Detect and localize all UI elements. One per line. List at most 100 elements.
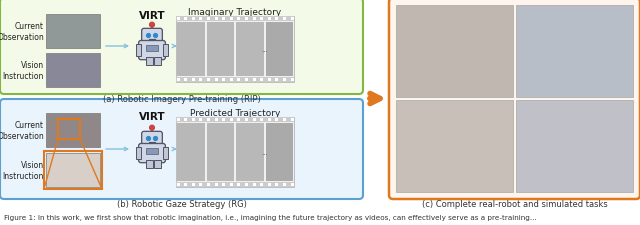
Bar (260, 183, 263, 186)
Bar (207, 18, 210, 21)
Text: ...: ... (261, 47, 268, 53)
Bar (177, 23, 205, 77)
Bar (283, 183, 286, 186)
Bar (283, 18, 286, 21)
FancyBboxPatch shape (141, 29, 163, 45)
Circle shape (150, 126, 154, 130)
Bar (199, 18, 202, 21)
Bar (253, 119, 255, 122)
Bar (146, 58, 153, 66)
Bar (58, 119, 80, 139)
Bar (184, 18, 187, 21)
Bar (146, 161, 153, 168)
Bar (275, 79, 278, 82)
Bar (184, 119, 187, 122)
FancyBboxPatch shape (139, 144, 165, 163)
Bar (222, 18, 225, 21)
Bar (253, 79, 255, 82)
Bar (136, 45, 141, 56)
Bar (253, 183, 255, 186)
Bar (237, 18, 240, 21)
Bar (207, 124, 234, 181)
Bar (207, 119, 210, 122)
Bar (154, 58, 161, 66)
Text: Imaginary Trajectory: Imaginary Trajectory (188, 8, 282, 17)
Bar (516, 101, 633, 192)
Bar (207, 183, 210, 186)
Bar (230, 183, 233, 186)
Bar (222, 119, 225, 122)
Text: Current
Observation: Current Observation (0, 22, 44, 42)
Bar (199, 79, 202, 82)
Bar (266, 23, 293, 77)
Bar (177, 18, 179, 21)
Text: VIRT: VIRT (139, 112, 165, 122)
Bar (253, 18, 255, 21)
Bar (214, 119, 218, 122)
Bar (192, 119, 195, 122)
FancyBboxPatch shape (389, 0, 640, 199)
Bar (266, 124, 293, 181)
Text: (a) Robotic Imagery Pre-training (RIP): (a) Robotic Imagery Pre-training (RIP) (102, 94, 260, 104)
Bar (44, 151, 102, 189)
Bar (46, 15, 100, 49)
Bar (236, 124, 264, 181)
Bar (163, 147, 168, 159)
Bar (291, 18, 294, 21)
Bar (207, 23, 234, 77)
Bar (136, 147, 141, 159)
Bar (291, 119, 294, 122)
Bar (283, 79, 286, 82)
Bar (46, 113, 100, 147)
Bar (214, 79, 218, 82)
Bar (176, 117, 294, 187)
Bar (207, 79, 210, 82)
Bar (275, 18, 278, 21)
Bar (177, 124, 205, 181)
Text: ...: ... (261, 149, 268, 155)
Bar (192, 79, 195, 82)
Bar (268, 119, 271, 122)
Text: Current
Observation: Current Observation (0, 120, 44, 140)
Bar (46, 54, 100, 88)
Text: (b) Robotic Gaze Strategy (RG): (b) Robotic Gaze Strategy (RG) (116, 199, 246, 208)
Bar (275, 119, 278, 122)
Bar (176, 78, 294, 83)
Bar (245, 183, 248, 186)
Bar (245, 119, 248, 122)
Bar (176, 182, 294, 187)
Text: Vision
Instruction: Vision Instruction (3, 160, 44, 180)
FancyBboxPatch shape (0, 0, 363, 94)
Bar (260, 119, 263, 122)
Bar (236, 23, 264, 77)
Bar (237, 183, 240, 186)
Bar (230, 119, 233, 122)
Bar (245, 79, 248, 82)
Text: Predicted Trajectory: Predicted Trajectory (190, 108, 280, 117)
Bar (192, 18, 195, 21)
Circle shape (147, 137, 150, 141)
Bar (245, 18, 248, 21)
Text: VIRT: VIRT (139, 11, 165, 21)
Bar (176, 17, 294, 22)
Bar (516, 6, 633, 98)
Bar (283, 119, 286, 122)
Bar (260, 79, 263, 82)
Bar (268, 79, 271, 82)
Bar (222, 183, 225, 186)
Bar (199, 183, 202, 186)
FancyBboxPatch shape (0, 99, 363, 199)
Bar (214, 18, 218, 21)
FancyBboxPatch shape (141, 132, 163, 147)
FancyBboxPatch shape (139, 41, 165, 61)
Bar (268, 18, 271, 21)
Bar (176, 117, 294, 122)
Bar (396, 101, 513, 192)
Bar (148, 42, 156, 47)
Bar (230, 18, 233, 21)
Circle shape (154, 137, 157, 141)
Bar (192, 183, 195, 186)
Bar (237, 79, 240, 82)
Bar (237, 119, 240, 122)
Text: Figure 1: In this work, we first show that robotic imagination, i.e., imagining : Figure 1: In this work, we first show th… (4, 214, 536, 220)
